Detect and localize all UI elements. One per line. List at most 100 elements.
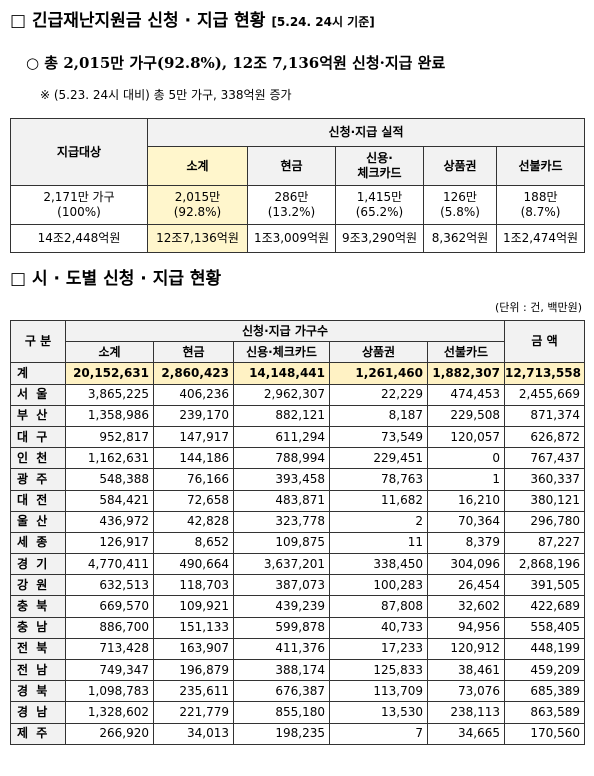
cell: 676,387: [233, 680, 330, 703]
cell: 863,589: [504, 701, 585, 724]
cell: 1,415만 (65.2%): [335, 185, 424, 225]
cell: 70,364: [427, 510, 505, 533]
cell: 118,703: [153, 574, 234, 597]
header-cell: 소계: [147, 146, 248, 186]
header-cell: 상품권: [423, 146, 497, 186]
cell: 296,780: [504, 510, 585, 533]
cell: 8,362억원: [423, 224, 497, 253]
cell: 12,713,558: [504, 362, 585, 385]
cell: 411,376: [233, 637, 330, 661]
cell: 406,236: [153, 383, 234, 406]
cell: 2,868,196: [504, 553, 585, 576]
cell: 767,437: [504, 447, 585, 470]
cell: 40,733: [329, 616, 428, 639]
cell: 14조2,448억원: [10, 224, 148, 253]
cell: 286만 (13.2%): [247, 185, 336, 225]
cell: 1,261,460: [329, 362, 428, 385]
data-row: 인 천 1,162,631 144,186 788,994 229,451 0 767,43…: [10, 447, 585, 470]
cell: 1,328,602: [65, 701, 154, 724]
cell: 548,388: [65, 468, 154, 491]
cell: 170,560: [504, 722, 585, 745]
cell: 239,170: [153, 404, 234, 427]
note: ※ (5.23. 24시 대비) 총 5만 가구, 338억원 증가: [40, 88, 292, 102]
cell: 3,865,225: [65, 383, 154, 406]
cell: 147,917: [153, 425, 234, 449]
cell: 76,166: [153, 468, 234, 491]
cell: 235,611: [153, 680, 234, 703]
cell: 126,917: [65, 531, 154, 555]
cell: 323,778: [233, 510, 330, 533]
cell: 144,186: [153, 447, 234, 470]
cell: 1조3,009억원: [247, 224, 336, 253]
cell: 391,505: [504, 574, 585, 597]
data-row: 경 남 1,328,602 221,779 855,180 13,530 238,113 8…: [10, 701, 585, 724]
cell: 229,508: [427, 404, 505, 427]
region-cell: 인 천: [10, 447, 66, 470]
cell: 380,121: [504, 489, 585, 512]
cell: 422,689: [504, 595, 585, 618]
region-table: 구 분 신청·지급 가구수 금 액 소계 현금 신용·체크카드 상품권 선불카드 계 20,152…: [10, 319, 585, 745]
cell: 8,652: [153, 531, 234, 555]
data-row: 전 남 749,347 196,879 388,174 125,833 38,461 459…: [10, 658, 585, 682]
cell: 2,455,669: [504, 383, 585, 406]
date-label: [5.24. 24시 기준]: [271, 15, 375, 29]
cell: 2,860,423: [153, 362, 234, 385]
cell: 72,658: [153, 489, 234, 512]
region-cell: 울 산: [10, 510, 66, 533]
cell: 474,453: [427, 383, 505, 406]
cell: 87,808: [329, 595, 428, 618]
cell: 109,921: [153, 595, 234, 618]
cell: 94,956: [427, 616, 505, 639]
region-cell: 서 울: [10, 383, 66, 406]
cell: 26,454: [427, 574, 505, 597]
cell: 388,174: [233, 658, 330, 682]
data-row: 제 주 266,920 34,013 198,235 7 34,665 170,560: [10, 722, 585, 745]
header-cell: 지급대상: [10, 118, 148, 186]
cell: 34,013: [153, 722, 234, 745]
cell: 387,073: [233, 574, 330, 597]
region-cell: 전 북: [10, 637, 66, 661]
cell: 8,379: [427, 531, 505, 555]
cell: 2,015만 (92.8%): [147, 185, 248, 225]
header-row: 소계 현금 신용·체크카드 상품권 선불카드: [11, 341, 585, 364]
region-cell: 경 북: [10, 680, 66, 703]
region-cell: 대 구: [10, 425, 66, 449]
header-cell: 소계: [65, 341, 154, 364]
cell: 11: [329, 531, 428, 555]
cell: 12조7,136억원: [147, 224, 248, 253]
cell: 1: [427, 468, 505, 491]
data-row: 울 산 436,972 42,828 323,778 2 70,364 296,780: [10, 510, 585, 533]
cell: 448,199: [504, 637, 585, 661]
cell: 109,875: [233, 531, 330, 555]
cell: 626,872: [504, 425, 585, 449]
data-row: 2,171만 가구 (100%) 2,015만 (92.8%) 286만 (13.2…: [10, 185, 586, 225]
cell: 87,227: [504, 531, 585, 555]
cell: 669,570: [65, 595, 154, 618]
cell: 100,283: [329, 574, 428, 597]
cell: 9조3,290억원: [335, 224, 424, 253]
section-title: □ 시 · 도별 신청 · 지급 현황: [10, 269, 222, 289]
cell: 78,763: [329, 468, 428, 491]
cell: 1,358,986: [65, 404, 154, 427]
cell: 16,210: [427, 489, 505, 512]
cell: 42,828: [153, 510, 234, 533]
cell: 1조2,474억원: [495, 224, 586, 253]
cell: 3,637,201: [233, 553, 330, 576]
cell: 151,133: [153, 616, 234, 639]
cell: 558,405: [504, 616, 585, 639]
page-title: □ 긴급재난지원금 신청 · 지급 현황 [5.24. 24시 기준]: [10, 6, 375, 31]
cell: 304,096: [427, 553, 505, 576]
header-cell: 신용· 체크카드: [335, 146, 424, 186]
header-cell: 신용·체크카드: [233, 341, 330, 364]
header-cell: 현금: [153, 341, 234, 364]
cell: 2: [329, 510, 428, 533]
data-row: 14조2,448억원 12조7,136억원 1조3,009억원 9조3,290억원 8,…: [10, 224, 586, 253]
cell: 198,235: [233, 722, 330, 745]
data-row: 광 주 548,388 76,166 393,458 78,763 1 360,337: [10, 468, 585, 491]
cell: 120,912: [427, 637, 505, 661]
cell: 73,076: [427, 680, 505, 703]
cell: 17,233: [329, 637, 428, 661]
cell: 886,700: [65, 616, 154, 639]
cell: 20,152,631: [65, 362, 154, 385]
